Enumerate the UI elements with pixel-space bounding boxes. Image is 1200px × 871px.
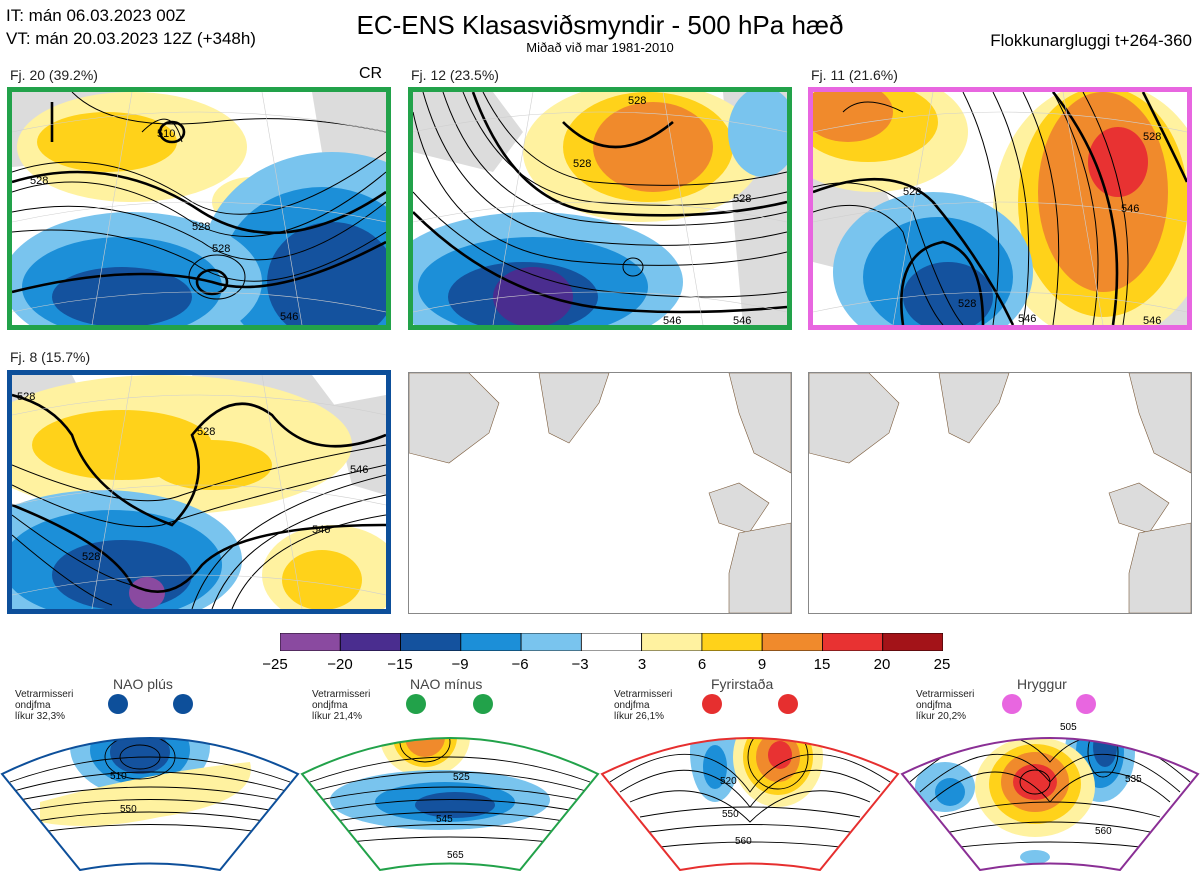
regime-contour-label: 505 [1060, 722, 1077, 733]
colorbar-swatch [400, 632, 462, 652]
panel-2-contour-label: 528 [573, 158, 591, 170]
panel-2-contour-label: 528 [628, 95, 646, 107]
panel-3-contour-label: 546 [1018, 313, 1036, 325]
cluster-map-3: 528 546 528 546 546 528 [808, 87, 1192, 330]
panel-3-contour-label: 528 [958, 298, 976, 310]
colorbar-swatch [520, 632, 582, 652]
panel-3-contour-label: 528 [903, 186, 921, 198]
colorbar-swatch [279, 632, 341, 652]
colorbar [279, 632, 944, 652]
panel-1-label: Fj. 20 (39.2%) [10, 67, 98, 83]
regime-contour-label: 535 [1125, 774, 1142, 785]
panel-2-contour-label: 546 [663, 315, 681, 325]
regime-title: NAO mínus [410, 676, 483, 692]
regime-contour-label: 510 [110, 771, 127, 782]
regime-nao-minus: NAO mínus Vetrarmisseri ondjfma líkur 21,4… [300, 672, 600, 871]
colorbar-tick: −9 [451, 656, 469, 673]
panel-4-contour-label: 546 [312, 524, 330, 536]
empty-map-panel [808, 372, 1192, 614]
regime-title: NAO plús [113, 676, 173, 692]
panel-3-contour-label: 528 [1143, 131, 1161, 143]
regime-title: Fyrirstaða [711, 676, 774, 692]
panel-4-label: Fj. 8 (15.7%) [10, 349, 91, 365]
colorbar-tick: 20 [873, 656, 891, 673]
panel-4-contour-label: 528 [197, 426, 215, 438]
colorbar-tick: −25 [262, 656, 288, 673]
panel-4-contour-label: 528 [82, 551, 100, 563]
regime-title: Hryggur [1017, 676, 1067, 692]
regime-contour-label: 565 [447, 850, 464, 861]
colorbar-tick: −15 [387, 656, 413, 673]
panel-3-contour-label: 546 [1143, 315, 1161, 325]
colorbar-tick: 15 [813, 656, 831, 673]
colorbar-tick: −20 [327, 656, 353, 673]
panel-1-contour-label: 528 [192, 221, 210, 233]
panel-4-contour-label: 528 [17, 391, 35, 403]
page-title: EC-ENS Klasasviðsmyndir - 500 hPa hæð [356, 10, 844, 40]
classification-window: Flokkunargluggi t+264-360 [990, 31, 1192, 50]
panel-1-contour-label: 546 [280, 311, 298, 323]
colorbar-tick: −3 [571, 656, 589, 673]
colorbar-swatch [882, 632, 944, 652]
colorbar-tick: 3 [637, 656, 647, 673]
regime-note: Vetrarmisseri ondjfma líkur 26,1% [614, 689, 673, 722]
colorbar-swatch [761, 632, 823, 652]
colorbar-swatch [460, 632, 522, 652]
cluster-map-2: 528 528 528 546 546 [408, 87, 792, 330]
valid-time: VT: mán 20.03.2023 12Z (+348h) [6, 29, 256, 48]
colorbar-swatch [339, 632, 401, 652]
regime-nao-plus: NAO plús Vetrarmisseri ondjfma líkur 32,3%… [0, 672, 300, 871]
colorbar-swatch [641, 632, 703, 652]
regime-contour-label: 525 [453, 772, 470, 783]
colorbar-swatch [580, 632, 643, 652]
initial-time: IT: mán 06.03.2023 00Z [6, 6, 186, 25]
panel-1-tag: CR [359, 65, 383, 82]
panel-2-label: Fj. 12 (23.5%) [411, 67, 499, 83]
regime-contour-label: 550 [120, 804, 137, 815]
colorbar-swatch [822, 632, 884, 652]
panel-2-contour-label: 528 [733, 193, 751, 205]
colorbar-tick: −6 [511, 656, 529, 673]
empty-map-panel [408, 372, 792, 614]
regime-contour-label: 560 [735, 836, 752, 847]
regime-note: Vetrarmisseri ondjfma líkur 20,2% [916, 689, 975, 722]
colorbar-tick: 9 [757, 656, 767, 673]
regime-contour-label: 560 [1095, 826, 1112, 837]
colorbar-tick: 25 [933, 656, 951, 673]
header-info: IT: mán 06.03.2023 00Z VT: mán 20.03.202… [6, 4, 256, 50]
regime-ridge: Hryggur Vetrarmisseri ondjfma líkur 20,2% [900, 672, 1200, 871]
regime-note: Vetrarmisseri ondjfma líkur 21,4% [312, 689, 371, 722]
regime-contour-label: 520 [720, 776, 737, 787]
panel-1-contour-label: 528 [212, 243, 230, 255]
panel-1-contour-label: 510 [157, 128, 175, 140]
regime-contour-label: 550 [722, 809, 739, 820]
panel-4-contour-label: 546 [350, 464, 368, 476]
regime-contour-label: 545 [436, 814, 453, 825]
panel-1-contour-label: 528 [30, 175, 48, 187]
cluster-map-4: 528 528 528 546 546 [7, 370, 391, 614]
cluster-map-1: 528 528 528 546 510 [7, 87, 391, 330]
colorbar-tick: 6 [697, 656, 707, 673]
page-subtitle: Miðað við mar 1981-2010 [526, 40, 674, 55]
regime-note: Vetrarmisseri ondjfma líkur 32,3% [15, 689, 74, 722]
colorbar-swatch [701, 632, 763, 652]
panel-2-contour-label: 546 [733, 315, 751, 325]
regime-blocking: Fyrirstaða Vetrarmisseri ondjfma líkur 26,… [600, 672, 900, 871]
panel-3-contour-label: 546 [1121, 203, 1139, 215]
panel-3-label: Fj. 11 (21.6%) [811, 67, 898, 83]
